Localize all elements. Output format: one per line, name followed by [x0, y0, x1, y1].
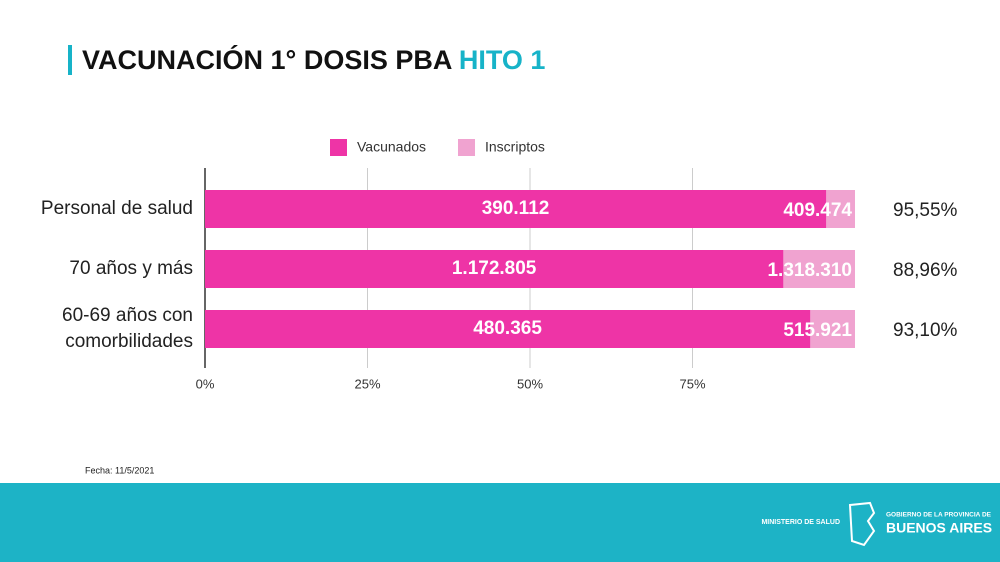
date-note: Fecha: 11/5/2021	[85, 465, 154, 475]
count-label: 1.172.805	[452, 258, 537, 279]
chart-title: VACUNACIÓN 1° DOSIS PBA HITO 1	[82, 44, 545, 75]
value-label: 95,55%	[893, 200, 958, 221]
category-label: 70 años y más	[69, 258, 193, 279]
count-label: 1.318.310	[767, 260, 852, 281]
legend-swatch	[458, 139, 475, 156]
legend-swatch	[330, 139, 347, 156]
count-label: 390.112	[482, 198, 550, 219]
x-tick-label: 0%	[196, 376, 215, 391]
category-label: Personal de salud	[40, 198, 193, 219]
bar-vacunados	[205, 190, 827, 228]
title-accent	[68, 45, 72, 75]
bar-vacunados	[205, 310, 811, 348]
value-label: 93,10%	[893, 320, 958, 341]
title-main: VACUNACIÓN 1° DOSIS PBA	[82, 44, 452, 75]
government: GOBIERNO DE LA PROVINCIA DE	[886, 512, 992, 519]
legend-label: Inscriptos	[485, 139, 545, 155]
category-label: 60-69 años con comorbilidades	[62, 305, 193, 352]
x-tick-label: 25%	[354, 376, 380, 391]
title-highlight: HITO 1	[459, 45, 546, 75]
legend-label: Vacunados	[357, 139, 426, 155]
province-logo	[848, 501, 876, 547]
bar-vacunados	[205, 250, 784, 288]
x-tick-label: 75%	[679, 376, 705, 391]
count-label: 480.365	[473, 318, 542, 339]
count-label: 409.474	[783, 200, 852, 221]
ministry: MINISTERIO DE SALUD	[761, 519, 840, 526]
province: BUENOS AIRES	[886, 520, 992, 536]
value-label: 88,96%	[893, 260, 958, 281]
count-label: 515.921	[783, 320, 852, 341]
footer-band	[0, 483, 1000, 562]
x-tick-label: 50%	[517, 376, 543, 391]
